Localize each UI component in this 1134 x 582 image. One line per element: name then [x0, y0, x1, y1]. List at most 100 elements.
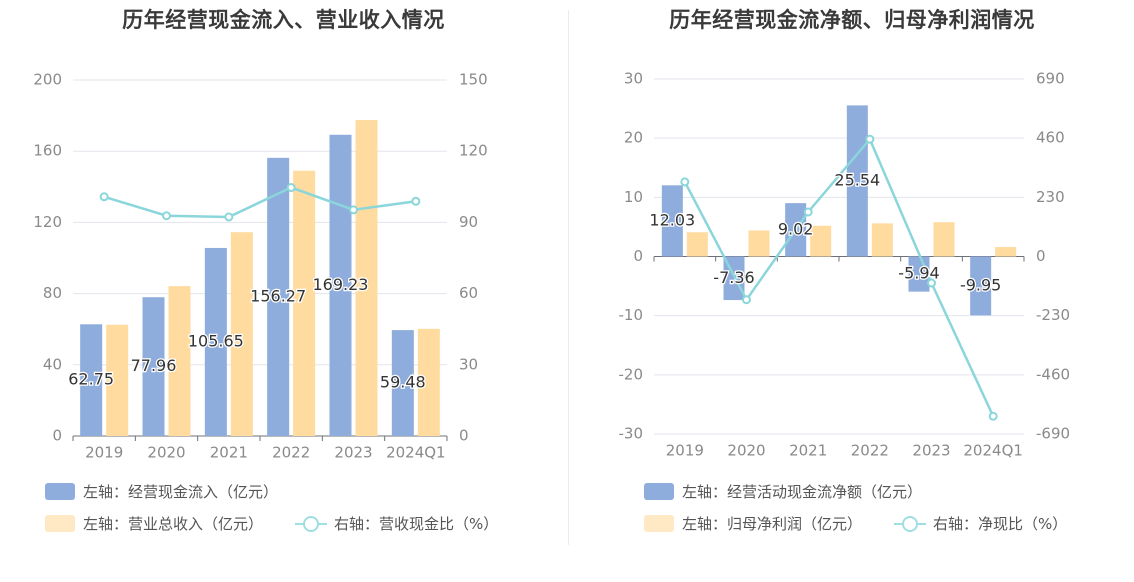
bar [995, 247, 1017, 257]
chart-area: -30 -20 -10 0 10 20 30 -690 -460 -230 0 230 460 690 20… [619, 70, 1071, 460]
line-point [803, 207, 813, 217]
chart-title: 历年经营现金流入、营业收入情况 [122, 8, 445, 32]
bar [142, 297, 165, 436]
line-point [411, 196, 421, 206]
y-axis-left-tick-label: -20 [619, 365, 644, 383]
x-axis-tick-label: 2021 [789, 442, 827, 460]
chart-panel-left: 历年经营现金流入、营业收入情况 0 40 80 120 160 200 0 30 60 90 120… [33, 8, 498, 534]
y-axis-left-tick-label: 80 [43, 284, 62, 302]
line-point [927, 278, 936, 288]
legend-item[interactable]: 左轴：营业总收入（亿元） [45, 513, 263, 534]
line-point [865, 134, 875, 144]
line-point [286, 183, 296, 193]
bar [686, 232, 708, 257]
x-axis-tick-label: 2021 [210, 444, 248, 462]
x-axis-tick-label: 2020 [147, 444, 185, 462]
legend-item[interactable]: 右轴：营收现金比（%） [294, 513, 498, 534]
data-label: 59.48 [380, 373, 426, 392]
bar [661, 185, 683, 257]
series-line [683, 136, 995, 417]
legend-label: 右轴：营收现金比（%） [334, 515, 499, 533]
legend-swatch-icon [644, 515, 674, 532]
legend-line-icon [295, 515, 327, 532]
legend-swatch-icon [45, 515, 75, 532]
legend-item[interactable]: 左轴：归母净利润（亿元） [644, 513, 862, 534]
x-axis-tick-label: 2022 [851, 442, 889, 460]
legend-item[interactable]: 右轴：净现比（%） [893, 513, 1067, 534]
legend-item[interactable]: 左轴：经营现金流入（亿元） [45, 481, 278, 502]
line-point [162, 211, 171, 221]
line-point [99, 192, 109, 202]
y-axis-left-tick-label: 0 [52, 427, 62, 445]
legend-label: 左轴：营业总收入（亿元） [83, 515, 264, 533]
data-label: -9.95 [960, 275, 1001, 294]
line-point [224, 212, 234, 222]
data-label: -5.94 [898, 264, 939, 283]
data-label: 9.02 [778, 219, 814, 238]
y-axis-right-tick-label: 90 [459, 213, 478, 231]
legend-line-icon [894, 515, 926, 532]
data-label: 12.03 [649, 210, 695, 229]
y-axis-right-tick-label: -460 [1036, 365, 1070, 383]
bar [204, 247, 227, 436]
legend-swatch-icon [45, 483, 75, 500]
bar [106, 324, 129, 436]
bar [417, 328, 440, 436]
y-axis-right-tick-label: -230 [1036, 306, 1070, 324]
x-axis-tick-label: 2020 [727, 442, 765, 460]
y-axis-left-tick-label: 10 [624, 188, 643, 206]
legend-label: 右轴：净现比（%） [933, 515, 1068, 533]
legend-label: 左轴：经营现金流入（亿元） [83, 483, 279, 501]
legend-label: 左轴：经营活动现金流净额（亿元） [682, 483, 923, 501]
bar [267, 157, 290, 436]
bar [748, 230, 770, 257]
chart-panel-right: 历年经营现金流净额、归母净利润情况 -30 -20 -10 0 10 20 30 -690 -4… [570, 0, 1134, 582]
bar [933, 222, 955, 257]
x-axis-tick-label: 2019 [85, 444, 123, 462]
y-axis-right-tick-label: 120 [459, 142, 488, 160]
y-axis-left-tick-label: 0 [633, 247, 643, 265]
x-axis-tick-label: 2023 [912, 442, 950, 460]
bar [168, 286, 191, 436]
series-line [103, 186, 417, 219]
y-axis-right-tick-label: 230 [1036, 188, 1065, 206]
legend-item[interactable]: 左轴：经营活动现金流净额（亿元） [644, 481, 922, 502]
y-axis-right-tick-label: 150 [459, 71, 488, 89]
x-axis-tick-label: 2024Q1 [963, 442, 1023, 460]
x-axis-tick-label: 2023 [334, 444, 372, 462]
x-axis-tick-label: 2019 [666, 442, 704, 460]
data-label: 77.96 [131, 356, 177, 375]
y-axis-left-tick-label: 160 [33, 142, 62, 160]
bar [230, 232, 253, 436]
x-axis-tick-label: 2022 [272, 444, 310, 462]
y-axis-right-tick-label: -690 [1036, 425, 1070, 443]
y-axis-right-tick-label: 30 [459, 355, 478, 373]
bar [329, 134, 352, 436]
legend-label: 左轴：归母净利润（亿元） [682, 515, 863, 533]
bar [355, 120, 378, 437]
bar [293, 170, 316, 436]
y-axis-left-tick-label: -30 [619, 425, 644, 443]
y-axis-left-tick-label: 40 [43, 355, 62, 373]
bar [871, 223, 893, 257]
data-label: -7.36 [713, 268, 754, 287]
chart-title: 历年经营现金流净额、归母净利润情况 [669, 8, 1035, 32]
y-axis-right-tick-label: 0 [1036, 247, 1046, 265]
data-label: 105.65 [188, 331, 244, 350]
data-label: 169.23 [313, 275, 369, 294]
bar [810, 225, 832, 257]
y-axis-left-tick-label: 200 [33, 71, 62, 89]
line-point [349, 205, 358, 215]
bar [970, 256, 992, 316]
y-axis-right-tick-label: 460 [1036, 129, 1065, 147]
y-axis-right-tick-label: 0 [459, 427, 469, 445]
data-label: 156.27 [250, 286, 306, 305]
y-axis-left-tick-label: 30 [624, 70, 643, 88]
bar [80, 324, 103, 436]
bar [391, 330, 414, 436]
data-label: 25.54 [834, 170, 880, 189]
panel-divider [568, 10, 569, 545]
y-axis-left-tick-label: -10 [619, 306, 644, 324]
data-label: 62.75 [68, 370, 114, 389]
x-axis-tick-label: 2024Q1 [386, 444, 446, 462]
